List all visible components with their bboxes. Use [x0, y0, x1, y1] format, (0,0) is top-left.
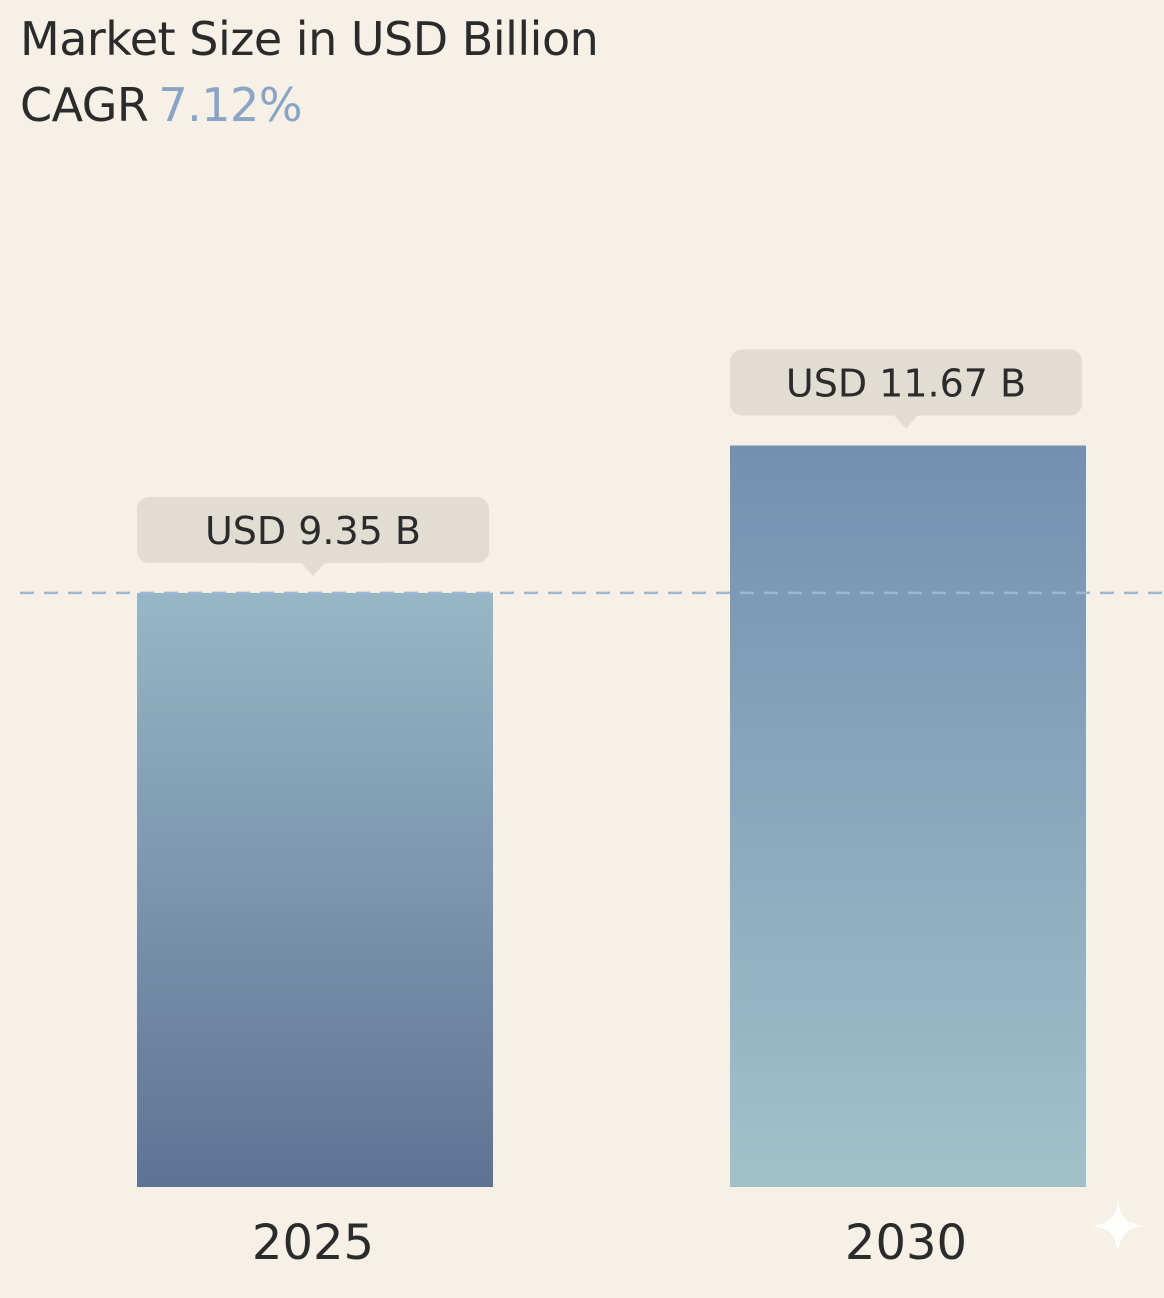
- x-tick-2030: 2030: [845, 1215, 967, 1271]
- chart-title: Market Size in USD Billion: [20, 12, 599, 66]
- data-label-text: USD 11.67 B: [786, 362, 1026, 406]
- data-label-text: USD 9.35 B: [205, 509, 421, 553]
- bar-2030: [730, 445, 1086, 1187]
- cagr-row: CAGR 7.12%: [20, 70, 598, 140]
- sparkle-icon: [1092, 1200, 1144, 1252]
- cagr-value: 7.12%: [158, 78, 303, 132]
- cagr-label: CAGR: [20, 78, 149, 132]
- chart-header: Market Size in USD Billion CAGR 7.12%: [20, 8, 599, 140]
- data-label-2030: USD 11.67 B: [730, 349, 1082, 429]
- x-tick-2025: 2025: [252, 1215, 374, 1271]
- bar-2025: [137, 592, 493, 1187]
- data-label-2025: USD 9.35 B: [137, 496, 489, 576]
